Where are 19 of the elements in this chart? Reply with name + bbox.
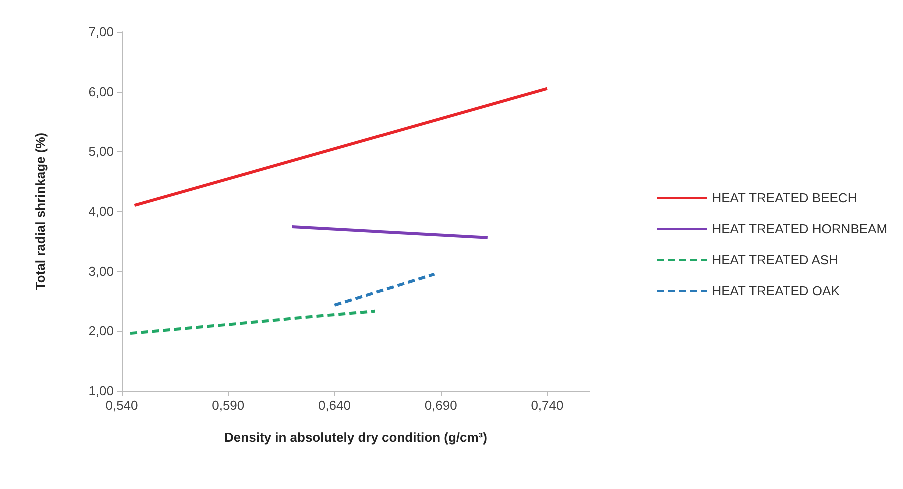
x-tick-label: 0,540 <box>106 398 138 413</box>
y-axis-title: Total radial shrinkage (%) <box>33 132 48 290</box>
y-tick-label: 1,00 <box>88 384 114 398</box>
legend-label: HEAT TREATED BEECH <box>712 190 858 206</box>
x-tick-label: 0,590 <box>212 398 245 413</box>
y-tick-label: 7,00 <box>88 24 114 40</box>
y-tick-label: 4,00 <box>88 204 114 219</box>
legend-label: HEAT TREATED OAK <box>712 284 840 298</box>
y-tick-label: 2,00 <box>88 324 114 339</box>
x-tick-label: 0,640 <box>318 398 351 413</box>
x-tick-label: 0,740 <box>531 398 564 413</box>
y-tick-label: 5,00 <box>88 144 114 160</box>
line-series <box>129 310 377 336</box>
y-tick-label: 3,00 <box>88 264 114 279</box>
legend-label: HEAT TREATED ASH <box>712 252 838 268</box>
y-tick-label: 6,00 <box>88 84 114 100</box>
x-tick-label: 0,690 <box>424 398 458 413</box>
legend-label: HEAT TREATED HORNBEAM <box>712 222 888 236</box>
x-axis-title: Density in absolutely dry condition (g/cm³) <box>224 430 488 445</box>
